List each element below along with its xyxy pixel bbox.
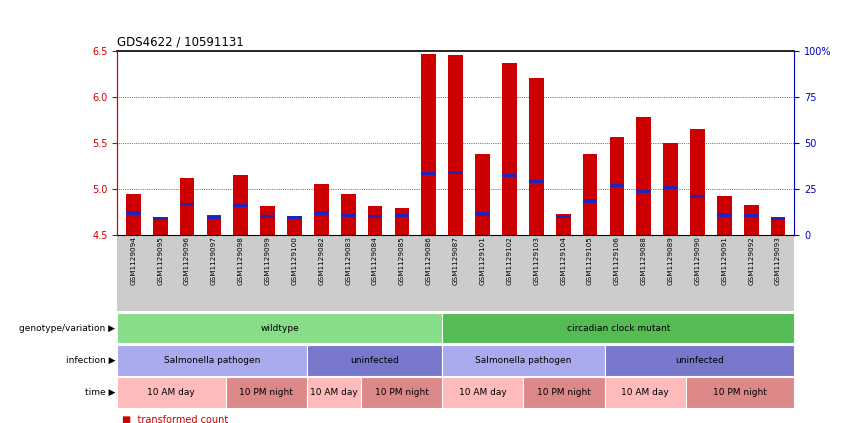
Bar [502, 173, 516, 177]
Bar [306, 345, 442, 376]
Text: circadian clock mutant: circadian clock mutant [567, 324, 670, 333]
Bar [448, 171, 464, 174]
Bar [117, 377, 226, 408]
Bar [529, 180, 543, 183]
Bar [690, 129, 705, 235]
Bar [442, 345, 605, 376]
Bar [771, 217, 786, 235]
Bar [502, 63, 516, 235]
Bar [260, 215, 275, 218]
Bar [314, 184, 329, 235]
Bar [395, 208, 410, 235]
Text: Salmonella pathogen: Salmonella pathogen [475, 356, 572, 365]
Text: 10 PM night: 10 PM night [537, 388, 591, 397]
Bar [180, 203, 194, 206]
Text: 10 AM day: 10 AM day [459, 388, 507, 397]
Bar [663, 186, 678, 189]
Text: 10 PM night: 10 PM night [713, 388, 767, 397]
Text: infection ▶: infection ▶ [66, 356, 115, 365]
Bar [605, 377, 686, 408]
Bar [448, 55, 464, 235]
Text: 10 PM night: 10 PM night [375, 388, 429, 397]
Bar [395, 214, 410, 217]
Text: time ▶: time ▶ [85, 388, 115, 397]
Text: genotype/variation ▶: genotype/variation ▶ [19, 324, 115, 333]
Bar [744, 205, 759, 235]
Bar [207, 216, 221, 219]
Bar [368, 215, 383, 218]
Bar [153, 217, 168, 220]
Bar [207, 215, 221, 235]
Text: uninfected: uninfected [350, 356, 398, 365]
Bar [442, 377, 523, 408]
Bar [341, 214, 356, 217]
Bar [582, 154, 597, 235]
Bar [153, 219, 168, 235]
Bar [368, 206, 383, 235]
Text: 10 AM day: 10 AM day [621, 388, 669, 397]
Bar [717, 195, 732, 235]
Bar [605, 345, 794, 376]
Bar [287, 217, 302, 235]
Bar [341, 194, 356, 235]
Bar [582, 200, 597, 203]
Text: 10 AM day: 10 AM day [148, 388, 195, 397]
Bar [717, 213, 732, 217]
Bar [117, 345, 306, 376]
Bar [744, 214, 759, 217]
Bar [636, 117, 651, 235]
Text: ■  transformed count: ■ transformed count [122, 415, 227, 423]
Text: 10 PM night: 10 PM night [240, 388, 293, 397]
Bar [260, 206, 275, 235]
Bar [556, 215, 570, 218]
Bar [475, 212, 490, 216]
Bar [442, 313, 794, 343]
Bar [475, 154, 490, 235]
Bar [233, 204, 248, 207]
Bar [556, 214, 570, 235]
Text: Salmonella pathogen: Salmonella pathogen [164, 356, 260, 365]
Bar [126, 212, 141, 214]
Bar [771, 217, 786, 220]
Bar [609, 184, 624, 187]
Bar [636, 190, 651, 193]
Bar [422, 55, 437, 235]
Text: GDS4622 / 10591131: GDS4622 / 10591131 [117, 35, 244, 48]
Text: wildtype: wildtype [260, 324, 299, 333]
Bar [314, 212, 329, 214]
Bar [663, 143, 678, 235]
Text: 10 AM day: 10 AM day [310, 388, 358, 397]
Bar [233, 175, 248, 235]
Bar [287, 216, 302, 219]
Bar [117, 313, 442, 343]
Bar [126, 194, 141, 235]
Bar [422, 172, 437, 175]
Bar [690, 195, 705, 198]
Text: uninfected: uninfected [675, 356, 724, 365]
Bar [529, 78, 543, 235]
Bar [306, 377, 361, 408]
Bar [180, 178, 194, 235]
Bar [523, 377, 605, 408]
Bar [609, 137, 624, 235]
Bar [226, 377, 306, 408]
Bar [361, 377, 442, 408]
Bar [686, 377, 794, 408]
